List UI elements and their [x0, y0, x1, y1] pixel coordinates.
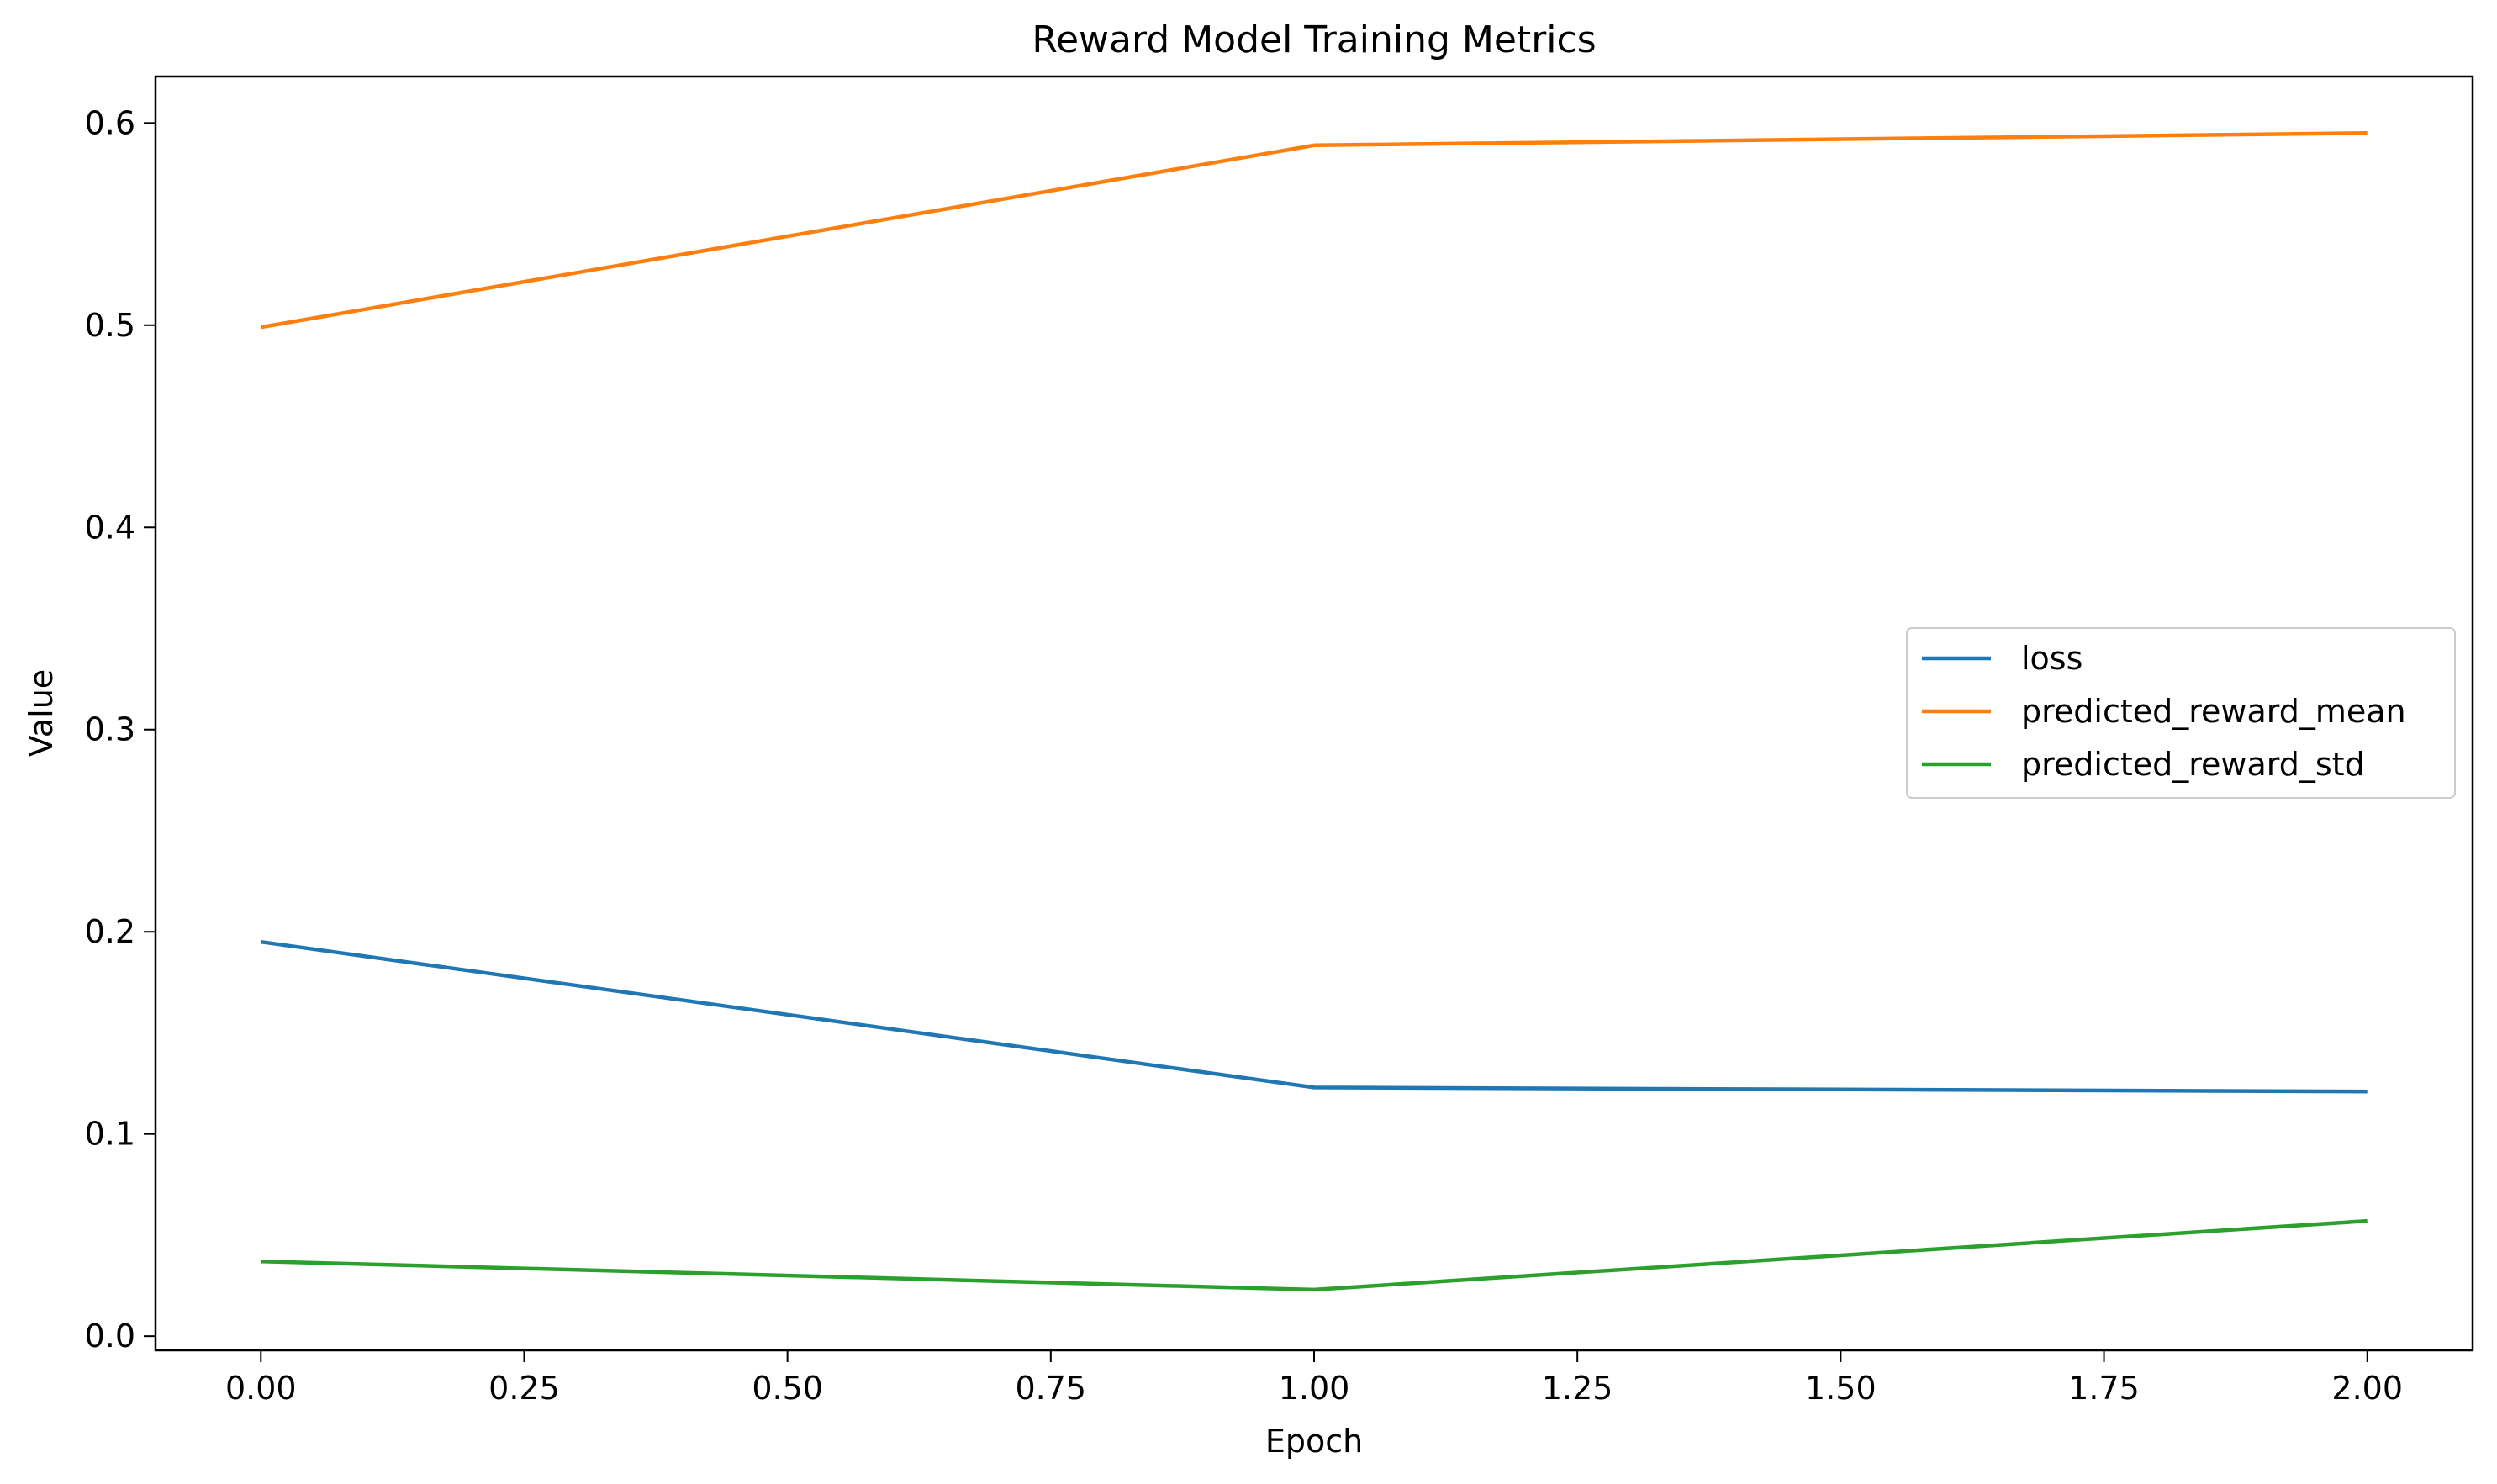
y-tick-label: 0.1 — [85, 1116, 135, 1153]
series-line-loss — [260, 939, 2368, 1094]
y-axis: 0.0 0.1 0.2 0.3 0.4 0.5 0.6 — [85, 104, 156, 1355]
y-tick-label: 0.2 — [85, 913, 135, 950]
x-tick-label: 0.25 — [488, 1370, 560, 1407]
legend: loss predicted_reward_mean predicted_rewar… — [1906, 627, 2456, 799]
y-axis-label: Value — [23, 669, 60, 757]
x-tick-label: 1.25 — [1542, 1370, 1613, 1407]
chart-title: Reward Model Training Metrics — [1032, 18, 1596, 61]
x-tick-label: 0.00 — [225, 1370, 297, 1407]
x-axis-label: Epoch — [1265, 1423, 1363, 1460]
x-tick-label: 2.00 — [2331, 1370, 2403, 1407]
series-line-predicted-reward-mean — [260, 131, 2368, 330]
y-tick-label: 0.0 — [85, 1318, 135, 1355]
series-line-predicted-reward-std — [261, 1218, 2368, 1292]
y-tick-label: 0.3 — [85, 711, 135, 748]
x-tick-label: 1.50 — [1805, 1370, 1877, 1407]
legend-box — [1906, 627, 2456, 799]
y-tick-label: 0.4 — [85, 509, 135, 546]
y-tick-label: 0.6 — [85, 104, 135, 141]
legend-label: predicted_reward_mean — [2021, 693, 2406, 730]
legend-label: loss — [2021, 640, 2083, 677]
plot-area — [260, 131, 2368, 1292]
x-tick-label: 0.50 — [752, 1370, 823, 1407]
y-tick-label: 0.5 — [85, 307, 135, 344]
legend-label: predicted_reward_std — [2021, 746, 2365, 783]
x-tick-label: 1.75 — [2068, 1370, 2140, 1407]
x-tick-label: 0.75 — [1016, 1370, 1087, 1407]
x-axis: 0.00 0.25 0.50 0.75 1.00 1.25 1.50 1.75 2.00 — [225, 1350, 2403, 1407]
x-tick-label: 1.00 — [1279, 1370, 1350, 1407]
